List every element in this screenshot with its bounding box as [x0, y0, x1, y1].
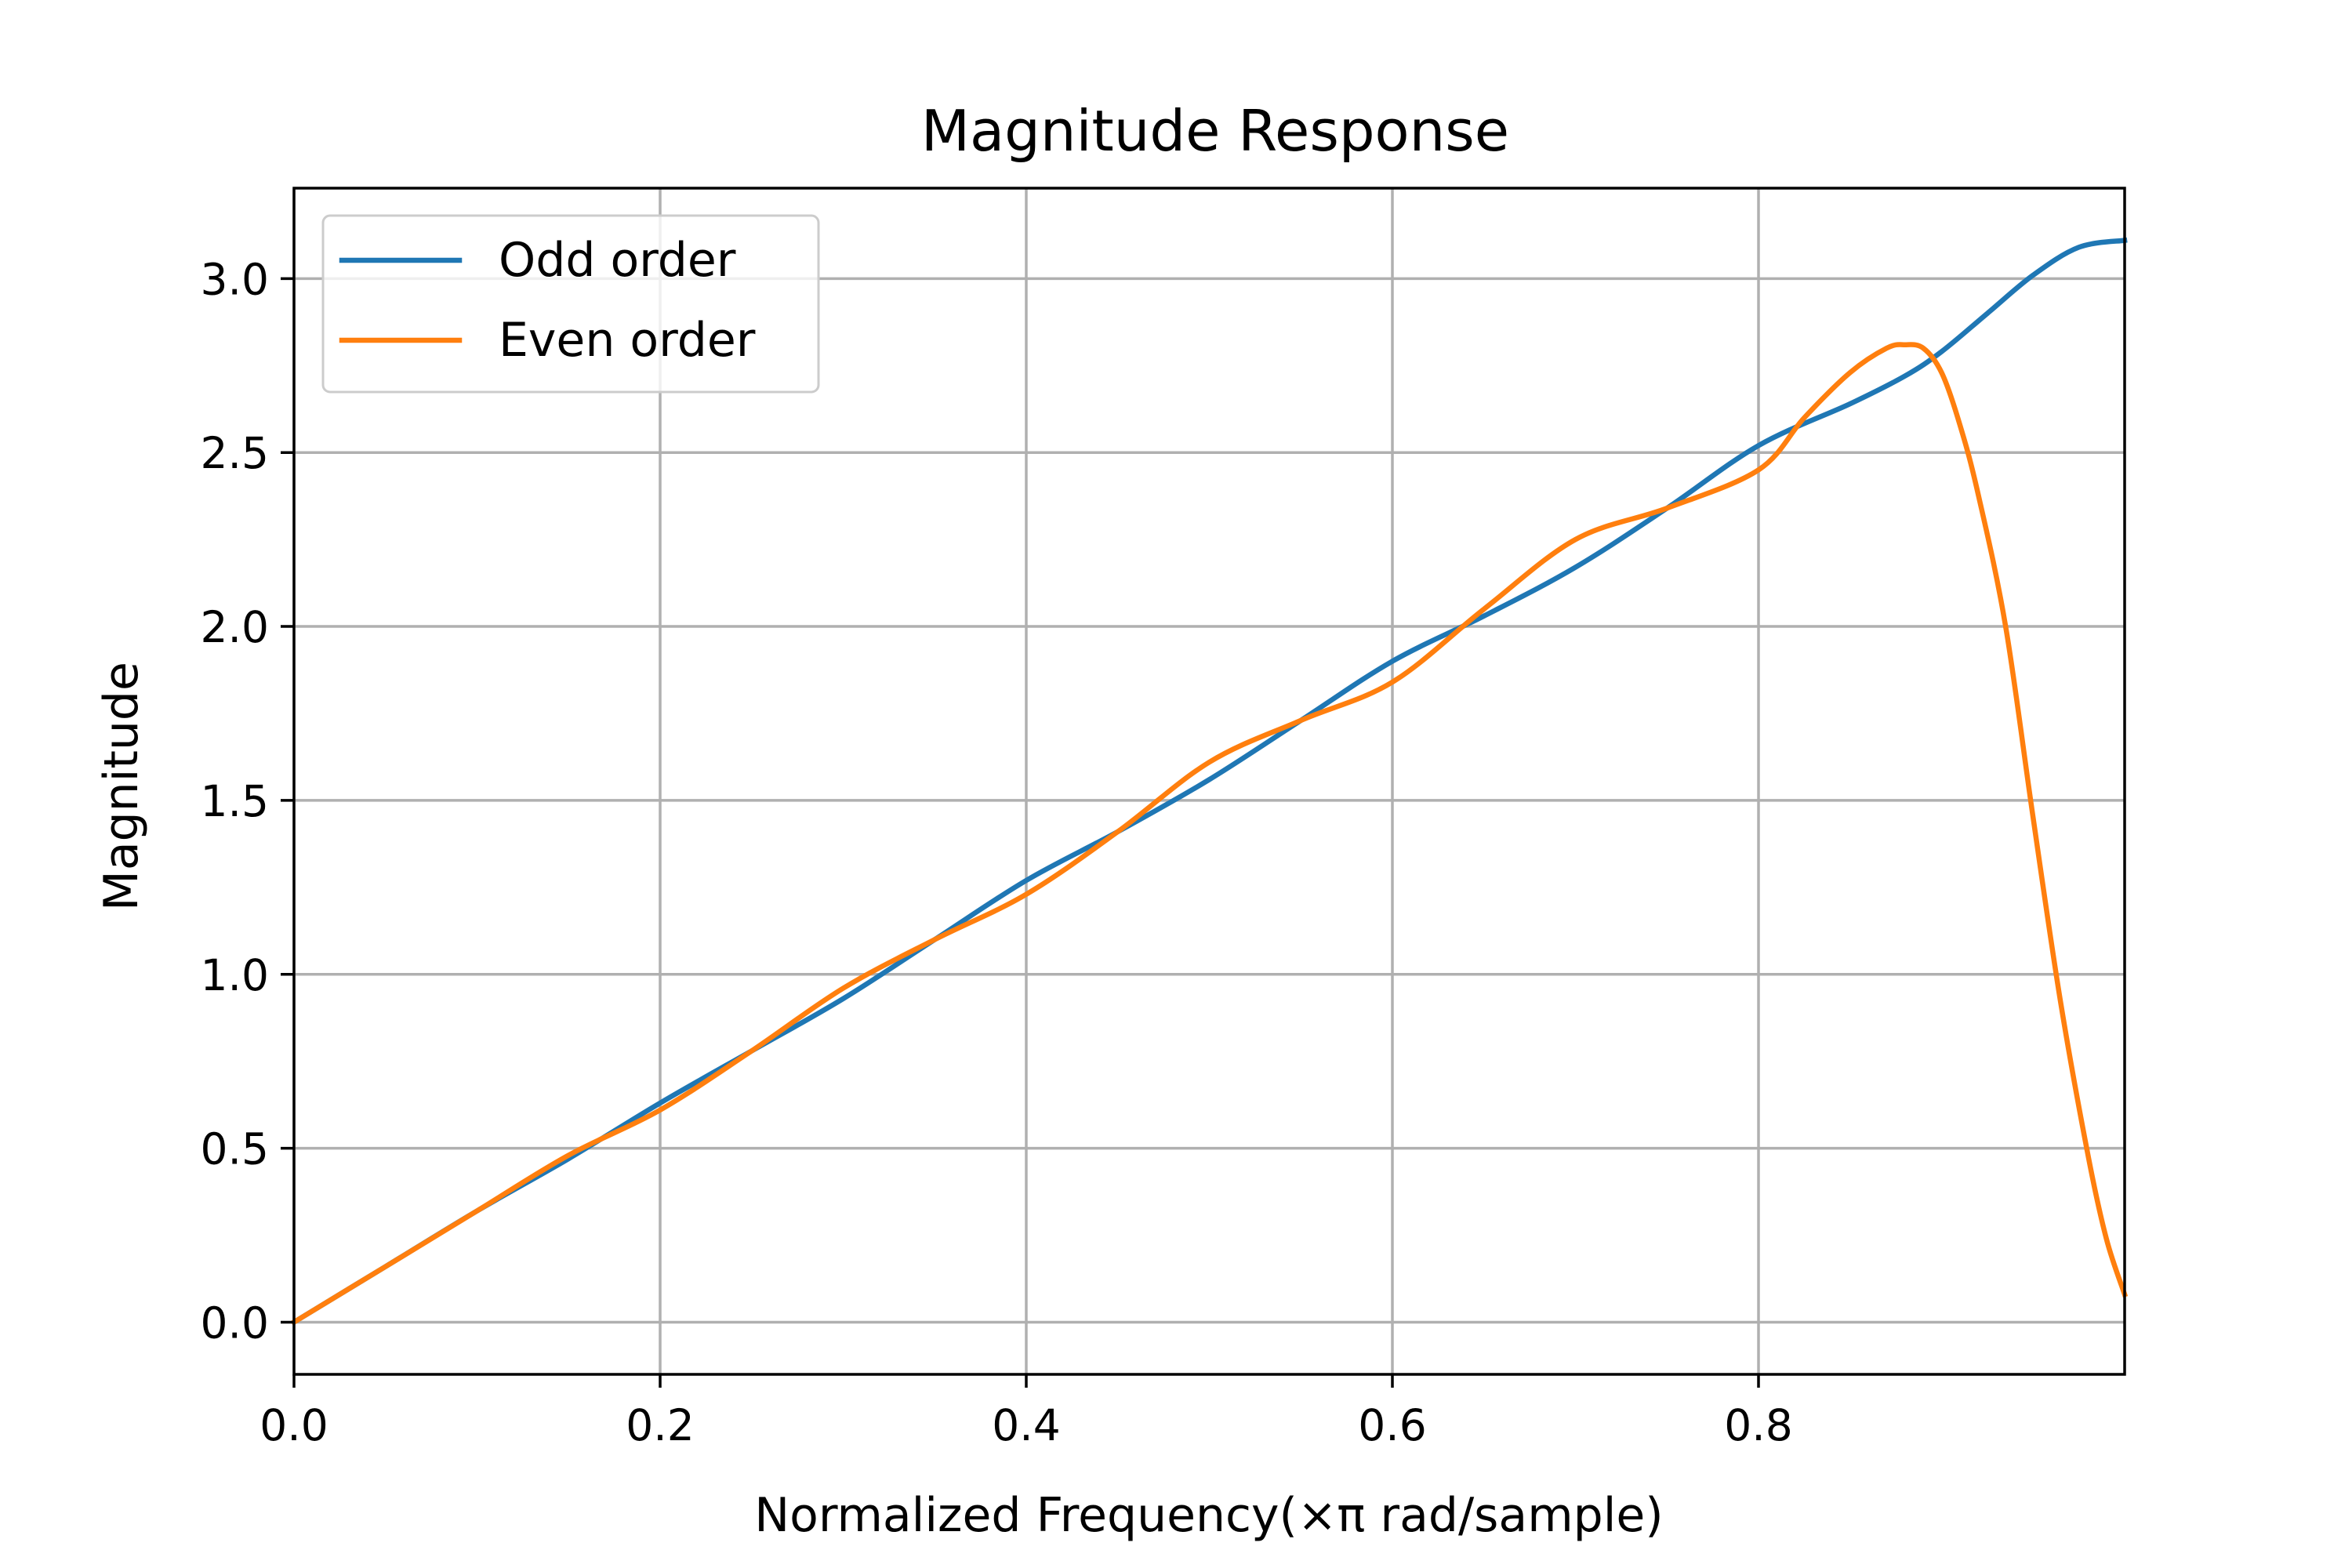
chart-title: Magnitude Response — [921, 98, 1509, 164]
y-tick-label: 3.0 — [201, 254, 269, 304]
x-tick-label: 0.8 — [1724, 1400, 1792, 1450]
series-line-odd-order — [290, 237, 2128, 1326]
y-tick-label: 0.0 — [201, 1298, 269, 1348]
grid — [292, 188, 2125, 1374]
series-line-even-order — [290, 342, 2129, 1326]
y-tick-label: 0.5 — [201, 1124, 269, 1174]
y-tick-label: 2.0 — [201, 602, 269, 652]
x-tick-label: 0.0 — [260, 1400, 328, 1450]
y-tick-label: 2.5 — [201, 428, 269, 478]
x-tick-label: 0.6 — [1358, 1400, 1426, 1450]
y-tick-label: 1.0 — [201, 950, 269, 1000]
x-tick-label: 0.4 — [992, 1400, 1060, 1450]
plot-frame — [292, 187, 2126, 1376]
legend-label-odd-order: Odd order — [499, 233, 736, 288]
legend: Odd order Even order — [321, 214, 820, 394]
x-tick-label: 0.2 — [626, 1400, 694, 1450]
x-axis-ticks: 0.0 0.2 0.4 0.6 0.8 — [260, 1374, 1793, 1450]
legend-label-even-order: Even order — [499, 313, 756, 368]
y-axis-ticks: 0.0 0.5 1.0 1.5 2.0 2.5 3.0 — [201, 254, 294, 1348]
y-tick-label: 1.5 — [201, 776, 269, 826]
series-lines — [290, 237, 2129, 1326]
x-axis-label: Normalized Frequency(×π rad/sample) — [754, 1488, 1663, 1543]
y-axis-label: Magnitude — [94, 662, 149, 911]
